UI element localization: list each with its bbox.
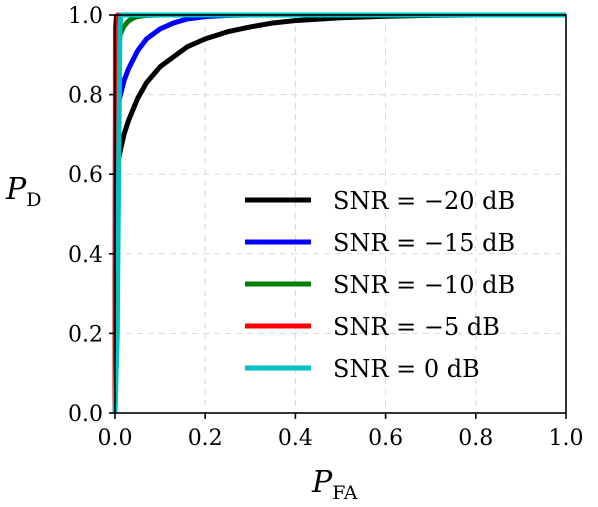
x-tick-label: 0.0	[98, 426, 133, 451]
legend-label-4: SNR = 0 dB	[333, 355, 480, 383]
y-tick-label: 1.0	[68, 4, 103, 29]
x-tick-label: 0.2	[188, 426, 223, 451]
legend-label-0: SNR = −20 dB	[333, 187, 515, 215]
legend-label-3: SNR = −5 dB	[333, 313, 500, 341]
legend-label-2: SNR = −10 dB	[333, 271, 515, 299]
x-tick-label: 0.4	[278, 426, 313, 451]
x-tick-label: 1.0	[549, 426, 584, 451]
legend: SNR = −20 dB SNR = −15 dB SNR = −10 dB SNR …	[245, 187, 515, 383]
x-axis-label: PFA	[311, 465, 358, 504]
y-axis-label: PD	[5, 172, 41, 211]
plot-frame	[114, 14, 567, 414]
x-tick-label: 0.6	[368, 426, 403, 451]
y-tick-label: 0.2	[68, 322, 103, 347]
axis-ticks: 0.0 0.2 0.4 0.6 0.8 1.0 0.0 0.2 0.4 0.6 0.8 1.0	[68, 4, 584, 451]
y-tick-label: 0.8	[68, 84, 103, 109]
y-tick-label: 0.0	[68, 402, 103, 427]
x-tick-label: 0.8	[458, 426, 493, 451]
y-tick-label: 0.4	[68, 243, 103, 268]
legend-label-1: SNR = −15 dB	[333, 229, 515, 257]
y-tick-label: 0.6	[68, 163, 103, 188]
